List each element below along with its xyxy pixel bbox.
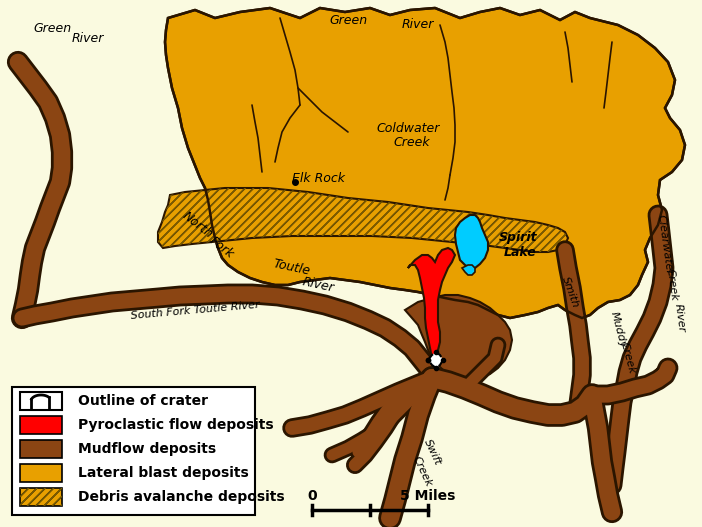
Text: South Fork Toutle River: South Fork Toutle River <box>130 299 260 320</box>
Bar <box>20 416 62 434</box>
Text: North: North <box>180 209 216 241</box>
Polygon shape <box>462 265 475 275</box>
Text: Debris avalanche deposits: Debris avalanche deposits <box>78 490 284 504</box>
Text: Lateral blast deposits: Lateral blast deposits <box>78 466 249 480</box>
Text: Fork: Fork <box>207 235 237 261</box>
Text: River: River <box>72 32 104 44</box>
FancyBboxPatch shape <box>12 387 255 515</box>
Text: 0: 0 <box>307 489 317 503</box>
Bar <box>20 488 62 506</box>
Text: Creek: Creek <box>394 136 430 150</box>
Text: Smith: Smith <box>559 275 581 309</box>
Bar <box>20 464 62 482</box>
Polygon shape <box>455 215 488 268</box>
Text: Toutle: Toutle <box>272 258 312 278</box>
Bar <box>20 392 62 410</box>
Bar <box>20 488 62 506</box>
Polygon shape <box>408 248 455 358</box>
Text: River: River <box>673 303 687 333</box>
Text: Coldwater: Coldwater <box>376 122 439 134</box>
Text: 5 Miles: 5 Miles <box>400 489 456 503</box>
Polygon shape <box>158 188 568 252</box>
Text: Clearwater: Clearwater <box>656 214 674 276</box>
Text: Lake: Lake <box>503 246 536 259</box>
Text: River: River <box>402 18 435 32</box>
Text: Pyroclastic flow deposits: Pyroclastic flow deposits <box>78 418 274 432</box>
Text: River: River <box>301 275 335 295</box>
Polygon shape <box>405 295 512 380</box>
Text: Creek: Creek <box>619 341 637 375</box>
Text: Mudflow deposits: Mudflow deposits <box>78 442 216 456</box>
Text: Muddy: Muddy <box>609 310 628 349</box>
Text: Green: Green <box>329 14 367 26</box>
Text: Green: Green <box>33 22 71 34</box>
Text: Outline of crater: Outline of crater <box>78 394 208 408</box>
Text: Elk Rock: Elk Rock <box>291 171 345 184</box>
Bar <box>20 440 62 458</box>
Text: Creek: Creek <box>665 268 680 302</box>
Text: Swift: Swift <box>422 437 442 466</box>
Text: Spirit: Spirit <box>498 231 537 245</box>
Polygon shape <box>428 352 443 368</box>
Polygon shape <box>165 8 685 318</box>
Text: Creek: Creek <box>411 455 433 489</box>
